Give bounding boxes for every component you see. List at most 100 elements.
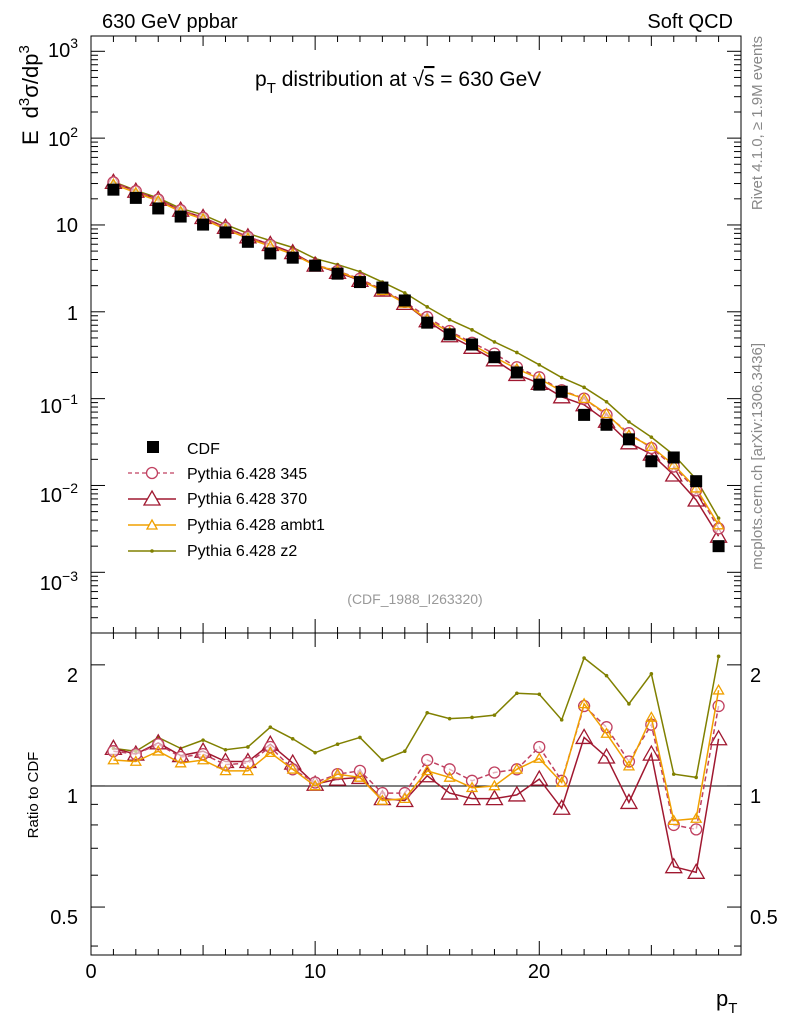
- ratio-point-1: [552, 798, 571, 815]
- ratio-point-2: [488, 779, 501, 791]
- ratio-point-2: [645, 711, 658, 722]
- main-point-0: [622, 433, 635, 446]
- main-point-3: [667, 458, 680, 470]
- main-point-4: [627, 420, 631, 424]
- ratio-point-1: [619, 793, 639, 810]
- y-tick-exp: 3: [70, 35, 78, 51]
- main-point-4: [559, 375, 564, 380]
- y-tick-base: 10: [48, 129, 70, 151]
- ratio-point-3: [223, 747, 228, 752]
- main-y-axis-label: Ed3σ/dp3: [16, 45, 43, 145]
- y-tick-label-0.1: 10−1: [40, 391, 78, 418]
- xlabel-p: p: [716, 986, 728, 1011]
- title-end: = 630 GeV: [434, 68, 541, 91]
- ratio-point-3: [671, 772, 676, 776]
- main-point-0: [331, 267, 344, 280]
- ratio-line-1: [113, 736, 720, 874]
- ratio-point-1: [709, 729, 728, 746]
- ratio-point-3: [604, 673, 609, 678]
- rivet-label: Rivet 4.1.0, ≥ 1.9M events: [749, 36, 766, 210]
- main-point-4: [447, 317, 452, 322]
- ratio-point-2: [690, 812, 703, 823]
- ratio-point-2: [129, 755, 142, 766]
- ratio-point-3: [313, 750, 317, 755]
- y-tick-exp: −3: [62, 568, 78, 584]
- y-tick-base: 10: [48, 40, 70, 62]
- ratio-point-3: [201, 738, 205, 742]
- legend-marker-ambt1: [145, 518, 159, 530]
- ratio-point-1: [485, 789, 504, 806]
- ratio-point-3: [268, 725, 273, 729]
- chart-title: pT distribution at √s = 630 GeV: [255, 68, 541, 97]
- ratio-point-0: [488, 766, 501, 779]
- ratio-point-3: [402, 749, 407, 754]
- ratio-point-0: [421, 753, 434, 767]
- ratio-point-0: [600, 721, 613, 734]
- ratio-point-1: [687, 863, 706, 879]
- ratio-point-2: [196, 753, 210, 765]
- ratio-y-tick-label-0.5: 0.5: [50, 907, 78, 929]
- legend-label-cdf: CDF: [187, 441, 220, 458]
- ratio-point-2: [174, 756, 187, 768]
- ratio-point-2: [667, 814, 680, 826]
- main-point-0: [129, 191, 142, 204]
- main-line-3: [113, 183, 720, 526]
- main-point-3: [690, 481, 703, 493]
- y-tick-base: 10: [40, 396, 62, 418]
- xlabel-sub-T: T: [728, 1000, 737, 1017]
- ratio-y-tick-label-0.5-right: 0.5: [750, 907, 778, 929]
- ratio-point-2: [219, 764, 232, 776]
- title-s: s: [424, 68, 435, 91]
- ratio-point-2: [286, 762, 299, 774]
- main-point-4: [649, 435, 654, 439]
- ratio-point-3: [358, 735, 362, 740]
- ratio-point-2: [107, 753, 120, 765]
- ratio-point-2: [376, 794, 389, 805]
- main-point-4: [515, 350, 519, 355]
- ratio-point-2: [309, 779, 322, 791]
- title-mid: distribution at: [276, 68, 413, 91]
- ratio-point-3: [290, 736, 295, 741]
- ratio-point-2: [443, 771, 456, 782]
- ratio-point-3: [627, 702, 631, 706]
- title-sqrt: √: [412, 68, 424, 91]
- ratio-point-3: [492, 713, 497, 717]
- legend-marker-cdf: [147, 441, 159, 453]
- ratio-point-2: [331, 767, 344, 779]
- main-point-0: [712, 540, 725, 553]
- main-axis-ticks: [90, 36, 742, 634]
- y-tick-exp: −1: [62, 391, 78, 407]
- main-point-0: [421, 316, 434, 329]
- main-point-0: [309, 259, 322, 272]
- ratio-y-tick-label-2: 2: [67, 665, 78, 687]
- x-tick-label-0: 0: [85, 961, 96, 983]
- legend-marker-z2: [150, 549, 154, 553]
- x-tick-label-20: 20: [528, 961, 550, 983]
- ylabel-exp2: 3: [16, 45, 33, 53]
- ratio-plot-frame: [90, 632, 742, 956]
- ratio-point-2: [577, 697, 591, 709]
- ratio-point-2: [241, 764, 255, 776]
- ratio-y-tick-labels: 2 1 0.5 2 1 0.5: [50, 665, 778, 929]
- main-point-0: [353, 276, 366, 289]
- main-point-3: [645, 440, 658, 452]
- ratio-point-2: [465, 781, 479, 793]
- main-point-4: [604, 399, 609, 404]
- ratio-point-0: [376, 786, 389, 800]
- ratio-axis-ticks: [90, 633, 742, 955]
- ratio-point-0: [241, 756, 255, 770]
- ratio-line-2: [113, 690, 720, 822]
- main-point-4: [402, 291, 407, 295]
- legend-label-z2: Pythia 6.428 z2: [187, 543, 297, 560]
- main-point-0: [174, 210, 187, 223]
- main-point-0: [152, 202, 165, 215]
- ratio-point-2: [712, 683, 725, 695]
- ratio-point-0: [152, 738, 165, 751]
- main-point-4: [470, 328, 474, 332]
- main-point-0: [466, 338, 479, 351]
- y-tick-base: 10: [40, 485, 62, 507]
- y-tick-exp: 2: [70, 124, 78, 140]
- main-line-2: [113, 181, 720, 537]
- ratio-point-2: [622, 759, 636, 771]
- ratio-point-3: [425, 711, 430, 715]
